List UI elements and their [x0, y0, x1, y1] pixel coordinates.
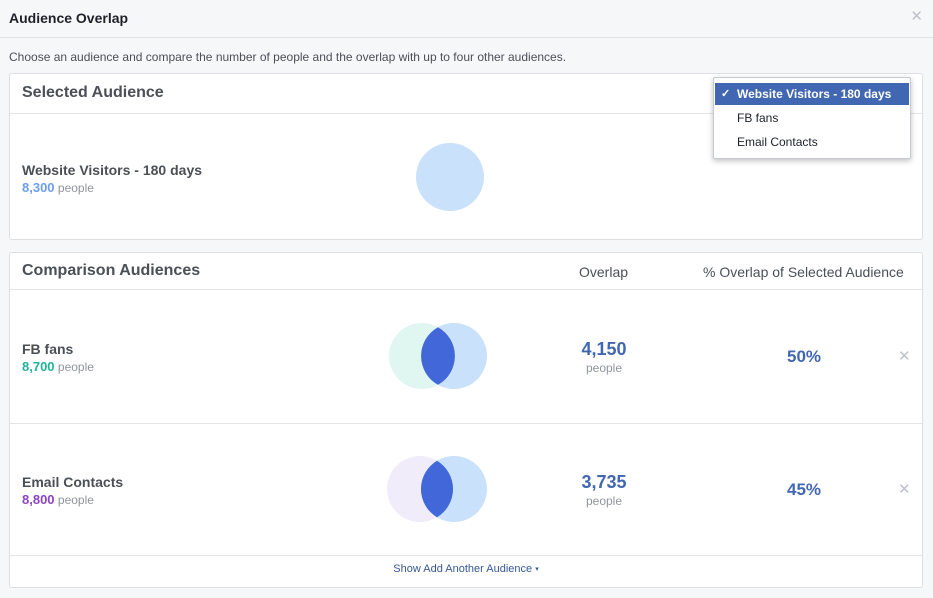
- show-add-audience-label[interactable]: Show Add Another Audience: [393, 563, 533, 575]
- caret-down-icon: ▾: [535, 566, 539, 574]
- selected-audience-name: Website Visitors - 180 days: [22, 162, 203, 178]
- overlap-count: 3,735: [581, 472, 627, 492]
- comparison-audience-count-number: 8,800: [22, 492, 55, 507]
- checkmark-icon: ✓: [721, 88, 731, 100]
- overlap-unit: people: [585, 361, 623, 375]
- dropdown-option-website-visitors[interactable]: ✓ Website Visitors - 180 days: [715, 83, 909, 105]
- dropdown-option-email-contacts[interactable]: Email Contacts: [715, 131, 909, 153]
- comparison-audience-count: 8,800 people: [22, 492, 94, 507]
- comparison-audience-name: FB fans: [22, 341, 74, 357]
- email-contacts-venn-diagram: [387, 456, 487, 522]
- comparison-audience-count-number: 8,700: [22, 359, 55, 374]
- dialog-title: Audience Overlap: [9, 10, 129, 26]
- dropdown-option-fb-fans[interactable]: FB fans: [715, 107, 909, 129]
- overlap-count: 4,150: [581, 339, 627, 359]
- audience-dropdown-menu: ✓ Website Visitors - 180 days FB fans Em…: [713, 77, 911, 159]
- selected-audience-title: Selected Audience: [22, 84, 164, 101]
- selected-audience-circle: [416, 143, 484, 211]
- selected-audience-header: Selected Audience: [10, 74, 922, 114]
- dropdown-option-label: FB fans: [737, 111, 779, 125]
- selected-audience-count-unit: people: [57, 181, 94, 195]
- comparison-title: Comparison Audiences: [22, 262, 201, 279]
- row-divider: [10, 555, 922, 556]
- fb-fans-venn-diagram: [389, 323, 487, 389]
- intersection-shape: [420, 460, 454, 518]
- show-add-audience-link[interactable]: Show Add Another Audience ▾: [10, 563, 922, 575]
- comparison-audience-name: Email Contacts: [22, 474, 124, 490]
- intersection-shape: [421, 327, 455, 385]
- overlap-percentage: 50%: [786, 347, 822, 366]
- selected-audience-count-number: 8,300: [22, 180, 55, 195]
- dropdown-option-label: Email Contacts: [737, 135, 818, 149]
- comparison-header: Comparison Audiences Overlap % Overlap o…: [10, 253, 922, 290]
- comparison-audience-count-unit: people: [57, 360, 94, 374]
- pct-overlap-column-header: % Overlap of Selected Audience: [703, 264, 904, 280]
- selected-circle: [416, 143, 484, 211]
- row-divider: [10, 423, 922, 424]
- overlap-column-header: Overlap: [579, 264, 629, 280]
- dialog-header: Audience Overlap ✕: [0, 0, 933, 38]
- selected-audience-count: 8,300 people: [22, 180, 94, 195]
- overlap-unit: people: [585, 494, 623, 508]
- comparison-audiences-card: Comparison Audiences Overlap % Overlap o…: [9, 252, 923, 588]
- dropdown-option-label: Website Visitors - 180 days: [737, 87, 892, 101]
- comparison-audience-count-unit: people: [57, 493, 94, 507]
- intro-text: Choose an audience and compare the numbe…: [9, 50, 567, 64]
- comparison-audience-count: 8,700 people: [22, 359, 94, 374]
- close-icon[interactable]: ✕: [910, 8, 923, 25]
- overlap-percentage: 45%: [786, 480, 822, 499]
- remove-row-icon[interactable]: ✕: [898, 348, 911, 365]
- remove-row-icon[interactable]: ✕: [898, 481, 911, 498]
